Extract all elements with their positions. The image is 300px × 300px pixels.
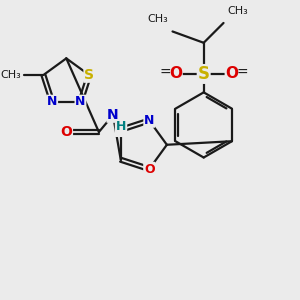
Text: N: N [75, 95, 85, 108]
Text: O: O [60, 125, 72, 139]
Text: N: N [107, 108, 119, 122]
Text: S: S [198, 65, 210, 83]
Text: CH₃: CH₃ [0, 70, 21, 80]
Text: N: N [144, 114, 154, 127]
Text: N: N [116, 123, 126, 136]
Text: H: H [116, 120, 127, 133]
Text: CH₃: CH₃ [228, 6, 248, 16]
Text: N: N [47, 95, 57, 108]
Text: O: O [144, 163, 154, 176]
Text: O: O [169, 67, 182, 82]
Text: O: O [226, 67, 238, 82]
Text: CH₃: CH₃ [148, 14, 168, 24]
Text: S: S [84, 68, 94, 82]
Text: =: = [236, 65, 248, 80]
Text: =: = [160, 65, 171, 80]
